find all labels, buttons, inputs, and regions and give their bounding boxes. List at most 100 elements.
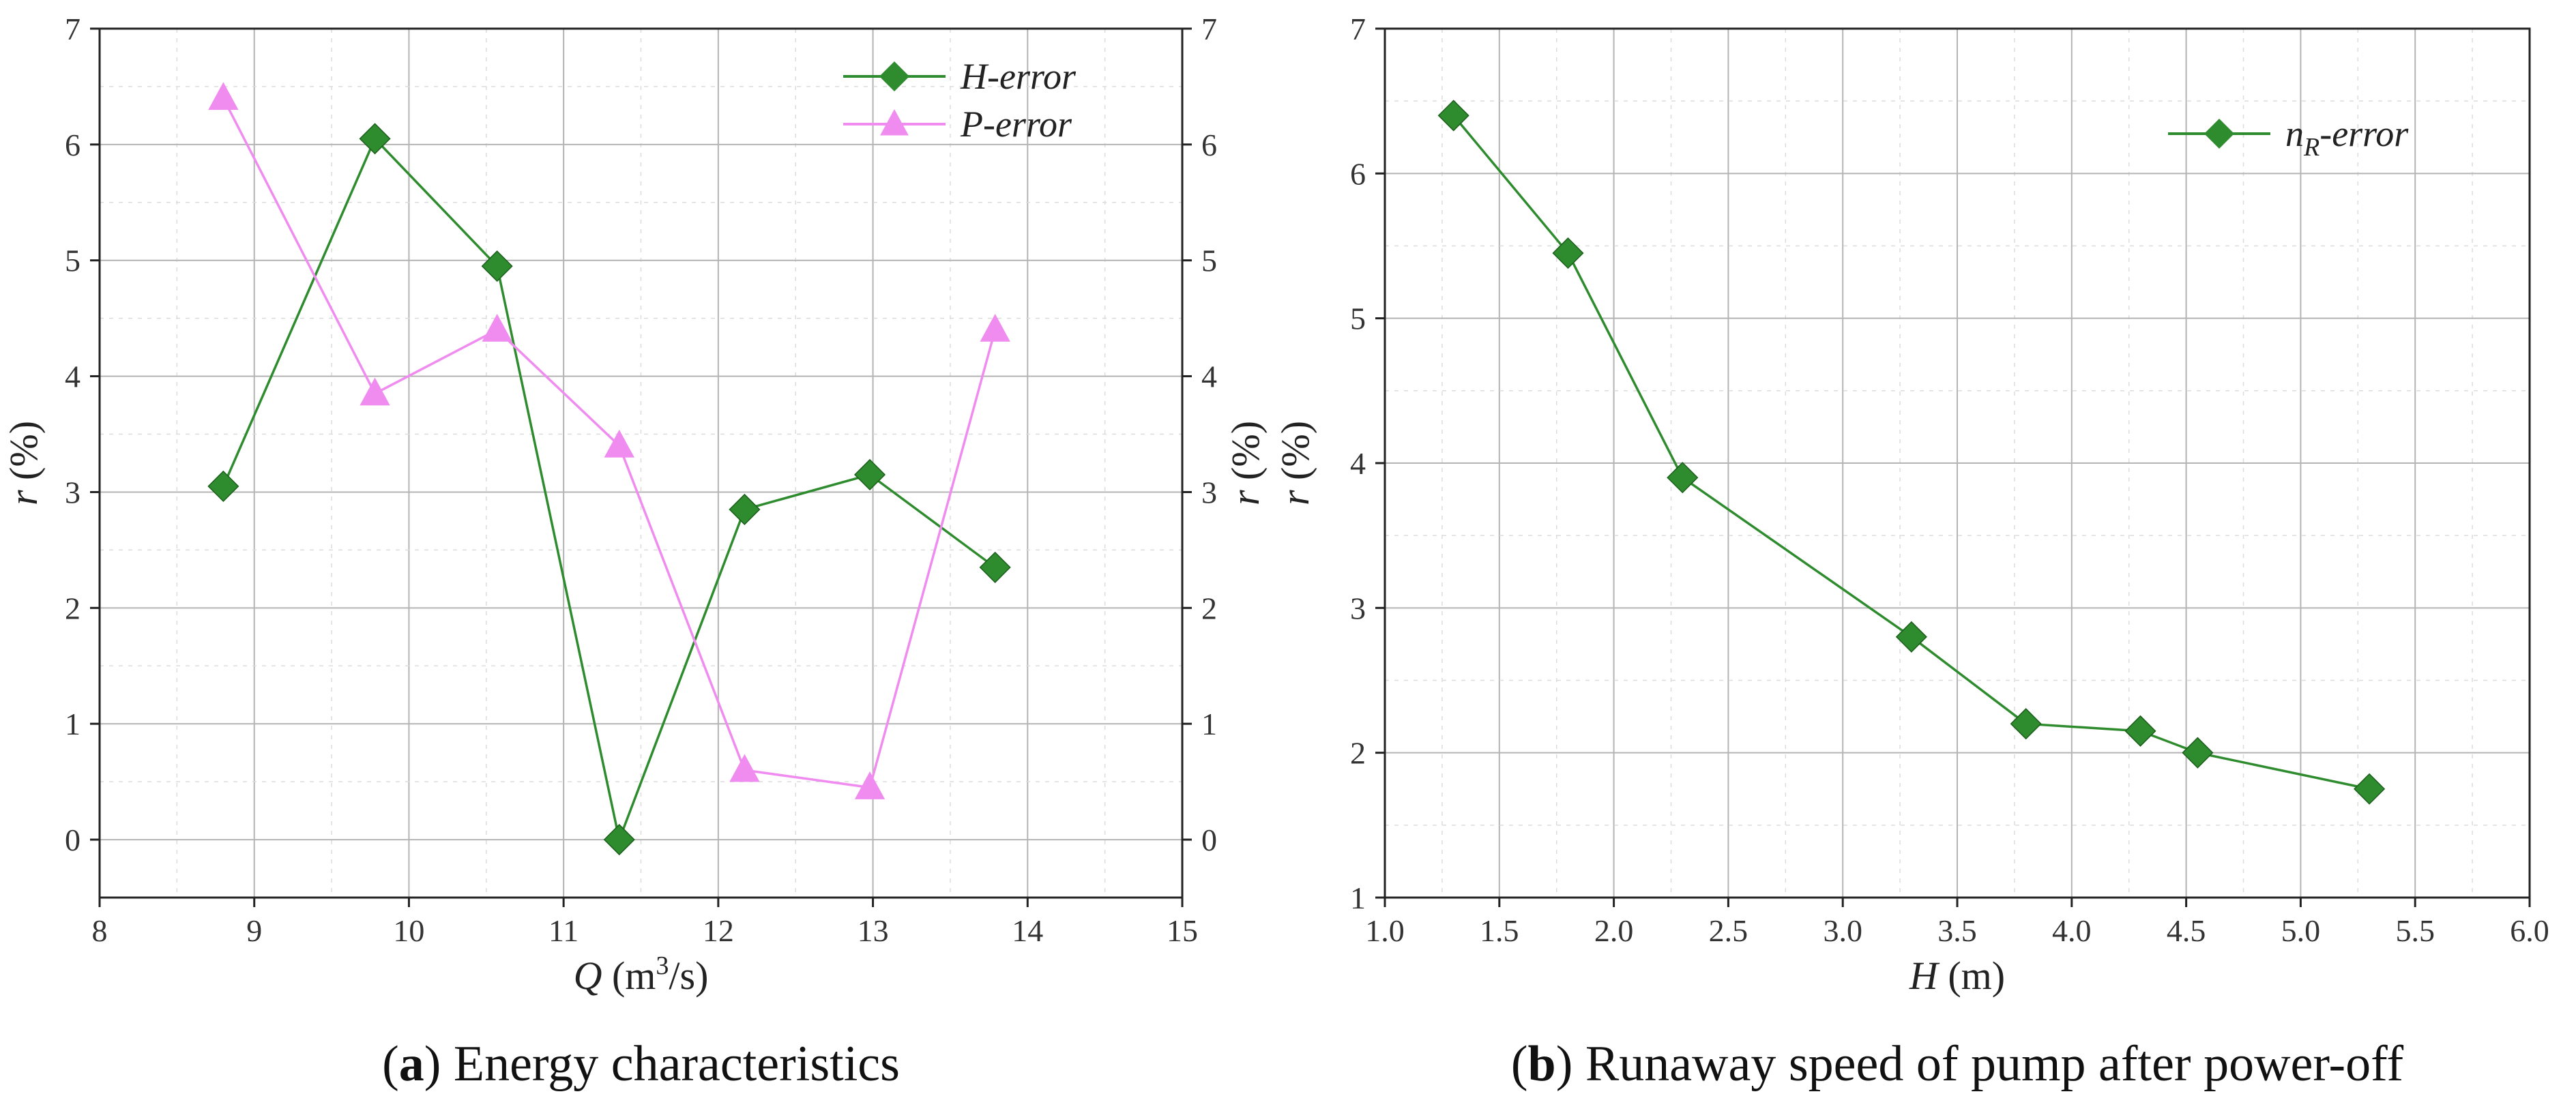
chart-b-caption: (b) Runaway speed of pump after power-of… bbox=[1511, 1036, 2404, 1092]
y-tick-label: 7 bbox=[65, 12, 80, 46]
y-tick-label: 7 bbox=[1350, 12, 1366, 46]
data-point-h-error bbox=[359, 123, 391, 155]
x-tick-label: 1.0 bbox=[1365, 913, 1405, 948]
y-right-tick-label: 4 bbox=[1201, 359, 1217, 394]
chart-a-series bbox=[207, 82, 1011, 856]
y-tick-label: 1 bbox=[65, 707, 80, 741]
caption-text: Energy characteristics bbox=[441, 1036, 900, 1092]
y-right-tick-label: 3 bbox=[1201, 475, 1217, 509]
chart-b-series bbox=[1437, 100, 2386, 805]
chart-a-ticks: 8 9 10 11 12 13 14 150 01 12 23 34 45 56 67 7 bbox=[65, 12, 1217, 948]
y-label-unit: (%) bbox=[1, 421, 46, 490]
x-label-unit: (m) bbox=[1938, 953, 2005, 998]
x-tick-label: 11 bbox=[548, 913, 579, 948]
y-tick-label: 6 bbox=[65, 128, 80, 162]
x-tick-label: 6.0 bbox=[2510, 913, 2549, 948]
chart-a-caption: (a) Energy characteristics bbox=[382, 1036, 900, 1092]
x-tick-label: 1.5 bbox=[1480, 913, 1519, 948]
legend-marker-nr-error bbox=[2204, 119, 2234, 149]
y-label-variable: r bbox=[1223, 490, 1268, 505]
data-point-p-error bbox=[854, 771, 886, 799]
x-tick-label: 2.0 bbox=[1594, 913, 1634, 948]
series-line-p-error bbox=[222, 98, 997, 789]
x-tick-label: 2.5 bbox=[1709, 913, 1748, 948]
y-label-variable: r bbox=[1, 490, 46, 505]
chart-a-y-axis-label-left: r (%) bbox=[1, 421, 46, 505]
y-label-unit: (%) bbox=[1273, 421, 1317, 490]
chart-b-grid bbox=[1385, 29, 2530, 898]
x-tick-label: 15 bbox=[1167, 913, 1198, 948]
legend-label-nr-error: nR-error bbox=[2285, 113, 2409, 162]
y-label-variable: r bbox=[1273, 490, 1317, 505]
data-point-nr-error bbox=[2010, 708, 2042, 740]
y-right-tick-label: 7 bbox=[1201, 12, 1217, 46]
caption-letter: b bbox=[1528, 1036, 1556, 1092]
legend-main: n bbox=[2285, 113, 2304, 154]
data-point-nr-error bbox=[2124, 715, 2156, 747]
data-point-h-error bbox=[853, 458, 886, 491]
y-tick-label: 3 bbox=[1350, 591, 1366, 625]
x-tick-label: 14 bbox=[1012, 913, 1043, 948]
series-line-nr-error bbox=[1452, 115, 2370, 790]
y-tick-label: 5 bbox=[65, 243, 80, 278]
y-right-tick-label: 0 bbox=[1201, 823, 1217, 857]
x-tick-label: 4.0 bbox=[2052, 913, 2092, 948]
data-point-nr-error bbox=[1437, 100, 1469, 132]
y-tick-label: 2 bbox=[65, 591, 80, 625]
data-point-p-error bbox=[360, 377, 390, 406]
x-tick-label: 3.5 bbox=[1937, 913, 1977, 948]
x-tick-label: 10 bbox=[393, 913, 424, 948]
legend-label-p-error: P-error bbox=[960, 104, 1072, 145]
y-right-tick-label: 6 bbox=[1201, 128, 1217, 162]
data-point-p-error bbox=[208, 82, 239, 110]
data-point-h-error bbox=[603, 824, 635, 856]
legend-rest: -error bbox=[2319, 113, 2409, 154]
chart-b-legend: nR-error bbox=[2168, 113, 2409, 162]
data-point-h-error bbox=[481, 250, 513, 282]
data-point-nr-error bbox=[2182, 737, 2214, 769]
chart-a-x-axis-label: Q (m3/s) bbox=[574, 951, 709, 998]
x-tick-label: 13 bbox=[858, 913, 889, 948]
x-tick-label: 12 bbox=[703, 913, 734, 948]
chart-b-ticks: 1.0 1.5 2.0 2.5 3.0 3.5 4.0 4.5 5.0 5.5 6.0 1 2 3 4 5 6 7 bbox=[1350, 12, 2549, 948]
chart-a-plot-frame bbox=[98, 27, 1184, 899]
x-tick-label: 9 bbox=[246, 913, 262, 948]
data-point-nr-error bbox=[2354, 773, 2386, 805]
legend-label-h-error: H-error bbox=[960, 56, 1077, 97]
y-label-unit: (%) bbox=[1223, 421, 1268, 490]
data-point-nr-error bbox=[1552, 237, 1584, 269]
y-tick-label: 0 bbox=[65, 823, 80, 857]
data-point-nr-error bbox=[1667, 462, 1699, 494]
chart-a-legend: H-error P-error bbox=[843, 56, 1077, 145]
y-tick-label: 4 bbox=[65, 359, 80, 394]
y-right-tick-label: 2 bbox=[1201, 591, 1217, 625]
legend-subscript: R bbox=[2303, 133, 2319, 162]
series-line-h-error bbox=[222, 136, 996, 844]
x-label-unit-end: /s) bbox=[669, 953, 708, 998]
y-right-tick-label: 5 bbox=[1201, 243, 1217, 278]
chart-a-grid bbox=[100, 29, 1182, 898]
y-tick-label: 5 bbox=[1350, 301, 1366, 336]
x-tick-label: 8 bbox=[92, 913, 108, 948]
y-tick-label: 3 bbox=[65, 475, 80, 509]
chart-a: 8 9 10 11 12 13 14 150 01 12 23 34 45 56 67 7 H-error P… bbox=[1, 12, 1268, 1092]
y-tick-label: 6 bbox=[1350, 156, 1366, 191]
chart-b-x-axis-label: H (m) bbox=[1909, 953, 2005, 998]
chart-b-y-axis-label: r (%) bbox=[1273, 421, 1317, 505]
x-label-superscript: 3 bbox=[656, 951, 669, 980]
caption-letter: a bbox=[399, 1036, 424, 1092]
data-point-nr-error bbox=[1895, 621, 1927, 653]
x-label-unit: (m bbox=[602, 953, 656, 998]
x-tick-label: 4.5 bbox=[2167, 913, 2206, 948]
y-right-tick-label: 1 bbox=[1201, 707, 1217, 741]
chart-a-y-axis-label-right: r (%) bbox=[1223, 421, 1268, 505]
y-tick-label: 2 bbox=[1350, 736, 1366, 771]
data-point-p-error bbox=[980, 314, 1010, 342]
caption-text: Runaway speed of pump after power-off bbox=[1572, 1036, 2403, 1092]
x-tick-label: 5.5 bbox=[2395, 913, 2435, 948]
data-point-h-error bbox=[979, 551, 1011, 583]
x-tick-label: 3.0 bbox=[1823, 913, 1862, 948]
data-point-h-error bbox=[729, 493, 761, 526]
legend-marker-h-error bbox=[879, 61, 909, 91]
